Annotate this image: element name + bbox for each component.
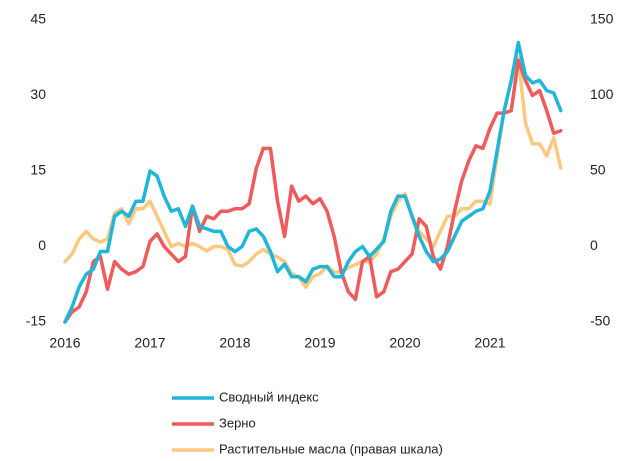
legend-label: Растительные масла (правая шкала) xyxy=(219,441,443,456)
y2-tick-label: 100 xyxy=(590,86,614,102)
y-tick-label: 0 xyxy=(38,237,46,253)
series-line xyxy=(63,40,563,324)
y2-tick-label: 150 xyxy=(590,11,614,27)
series-line xyxy=(63,58,563,324)
y2-tick-label: 0 xyxy=(590,237,598,253)
y2-tick-label: 50 xyxy=(590,162,606,178)
y2-tick-label: -50 xyxy=(590,313,610,329)
x-tick-label: 2021 xyxy=(474,335,505,351)
legend-label: Зерно xyxy=(219,415,256,430)
x-tick-label: 2018 xyxy=(219,335,250,351)
y-tick-label: 45 xyxy=(30,11,46,27)
x-tick-label: 2017 xyxy=(134,335,165,351)
legend-label: Сводный индекс xyxy=(219,389,319,404)
legend: Сводный индекс Зерно Растительные масла (п… xyxy=(172,389,443,456)
x-tick-label: 2020 xyxy=(389,335,420,351)
y-tick-label: 15 xyxy=(30,162,46,178)
y-tick-label: 30 xyxy=(30,86,46,102)
x-tick-label: 2016 xyxy=(49,335,80,351)
series-line xyxy=(63,56,563,290)
x-tick-label: 2019 xyxy=(304,335,335,351)
y-tick-label: -15 xyxy=(26,313,46,329)
